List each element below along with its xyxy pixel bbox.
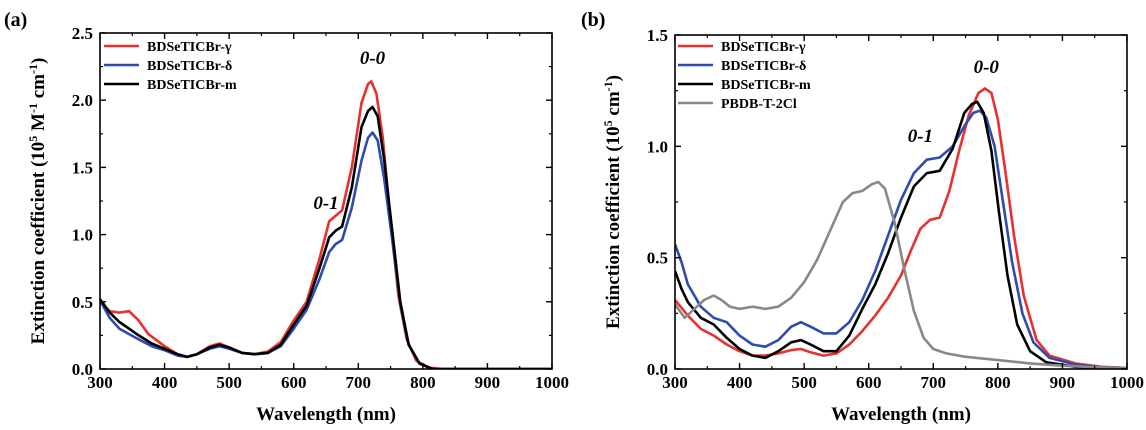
y-tick-label: 1.0 [72,226,93,245]
x-tick-label: 400 [727,373,753,392]
x-tick-label: 900 [475,373,501,392]
y-axis-title: Extinction coefficient (105 cm-1) [601,75,624,329]
y-axis-title-superscript: 5 [26,136,40,142]
legend-label: BDSeTICBr-m [147,78,237,93]
y-axis-title-part: Extinction coefficient (10 [603,126,624,329]
series-line-2 [100,131,552,369]
y-tick-label: 0.0 [647,360,668,379]
peak-annotation: 0-0 [974,57,1000,78]
legend-label: BDSeTICBr-δ [147,59,232,74]
y-tick-label: 1.5 [647,26,668,45]
x-tick-label: 1000 [1110,373,1144,392]
y-axis-title-part: ) [28,58,49,64]
series-line-3 [675,100,1127,369]
x-tick-label: 700 [921,373,947,392]
y-axis-title-superscript: -1 [601,81,615,91]
panel-label: (b) [581,9,605,31]
y-axis-title-part: cm [28,74,49,103]
y-axis-title-superscript: -1 [26,64,40,74]
y-tick-label: 0.5 [647,249,668,268]
x-tick-label: 900 [1050,373,1076,392]
y-axis-title-part: cm [603,91,624,120]
x-axis-title: Wavelength (nm) [256,404,396,425]
x-tick-label: 800 [985,373,1011,392]
y-tick-label: 1.0 [647,137,668,156]
x-tick-label: 500 [216,373,242,392]
legend-label: BDSeTICBr-δ [721,59,806,74]
panel-b: (b) 300 400 500 600 700 800 900 1000 0.0 0.5 1.0 1.5… [581,9,1144,425]
x-tick-label: 1000 [535,373,569,392]
y-axis-title-part: M [28,113,49,136]
y-tick-label: 0.0 [72,360,93,379]
series-line-1 [675,87,1127,369]
y-axis-title-superscript: -1 [26,103,40,113]
y-axis-title-superscript: 5 [601,120,615,126]
legend-label: BDSeTICBr-γ [721,40,806,55]
legend-label: BDSeTICBr-γ [147,40,232,55]
y-tick-label: 2.5 [72,24,93,43]
x-tick-label: 300 [87,373,113,392]
y-axis-title: Extinction coefficient (105 M-1 cm-1) [26,58,49,345]
x-axis-title: Wavelength (nm) [831,404,971,425]
peak-annotation: 0-0 [360,48,386,69]
y-tick-label: 1.5 [72,158,93,177]
panel-a: (a) 300 400 500 600 700 800 900 1000 0.0 0.5 1.0 1.5… [4,9,569,425]
legend-label: BDSeTICBr-m [721,78,811,93]
x-tick-label: 700 [346,373,372,392]
series-line-3 [100,105,552,369]
series-line-1 [100,80,552,369]
x-tick-label: 300 [662,373,688,392]
x-tick-label: 800 [410,373,436,392]
series-line-4 [675,180,1127,369]
legend-label: PBDB-T-2Cl [721,97,797,112]
y-tick-label: 2.0 [72,91,93,110]
panel-label: (a) [4,9,27,31]
x-tick-label: 400 [152,373,178,392]
y-axis-title-part: ) [603,75,624,81]
series-line-2 [675,109,1127,369]
y-tick-label: 0.5 [72,293,93,312]
y-axis-title-part: Extinction coefficient (10 [28,142,49,345]
x-tick-label: 600 [281,373,307,392]
x-tick-label: 500 [791,373,817,392]
x-tick-label: 600 [856,373,882,392]
peak-annotation: 0-1 [908,126,933,147]
peak-annotation: 0-1 [313,193,338,214]
